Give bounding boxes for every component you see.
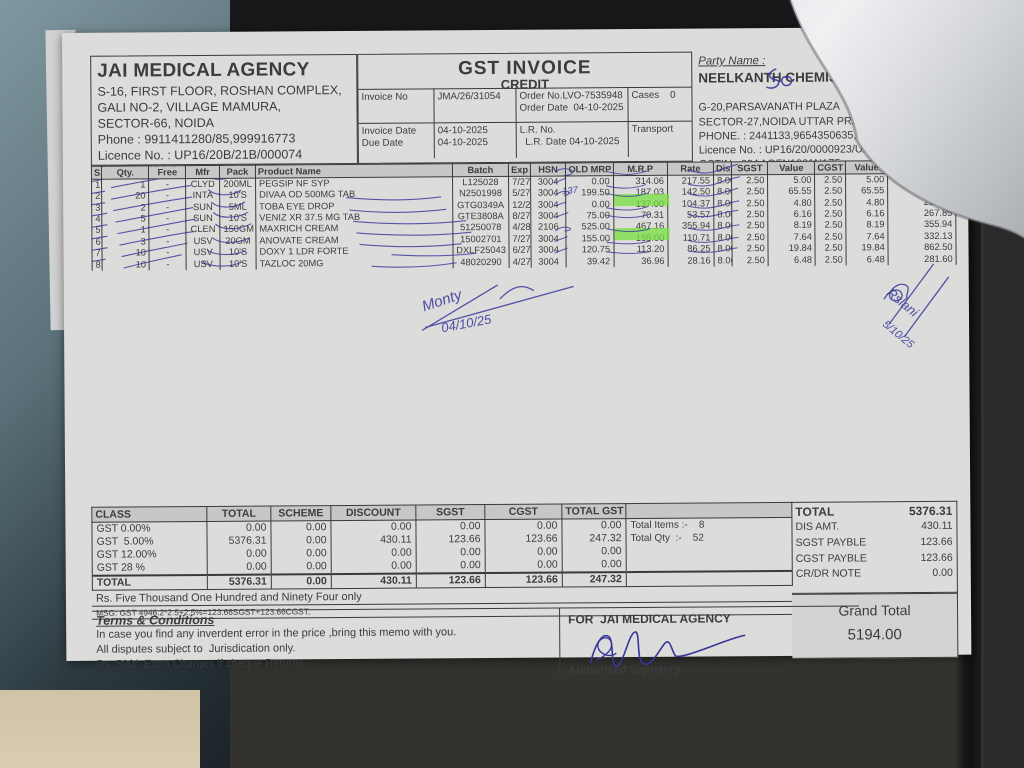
svg-text:5/10/25: 5/10/25 [880, 318, 917, 351]
svg-text:Monty: Monty [420, 286, 466, 315]
